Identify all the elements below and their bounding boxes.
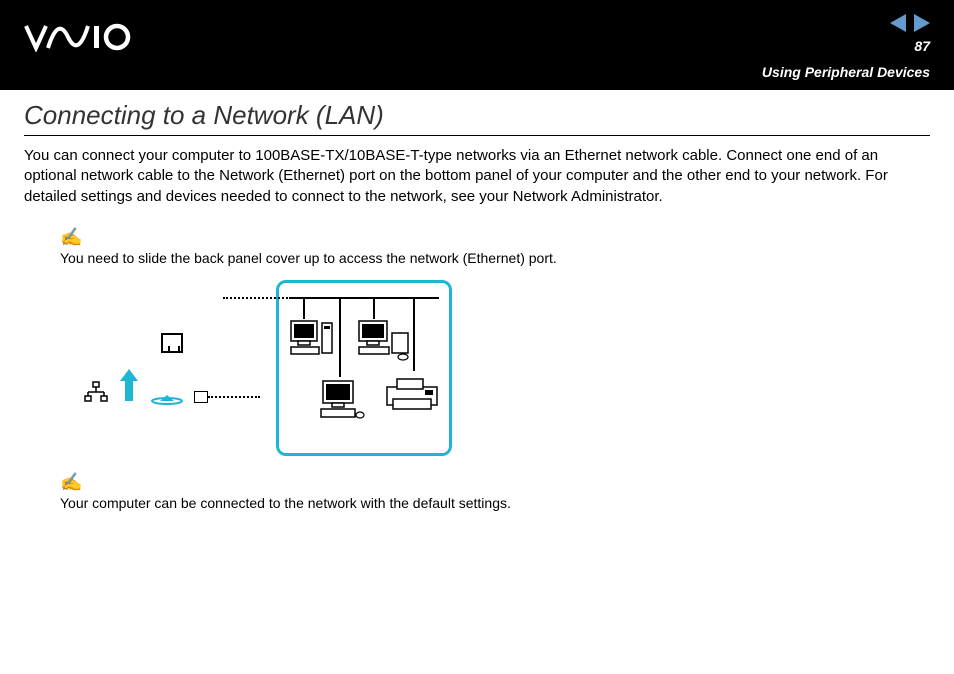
network-box xyxy=(276,280,452,456)
drop-line xyxy=(373,297,375,319)
desktop-pc-icon xyxy=(289,319,335,359)
cable-dotted xyxy=(208,396,260,398)
note-2: ✍ Your computer can be connected to the … xyxy=(60,472,930,513)
next-page-button[interactable] xyxy=(914,14,930,32)
port-side xyxy=(84,333,260,403)
section-name[interactable]: Using Peripheral Devices xyxy=(762,64,930,80)
network-diagram xyxy=(84,280,930,456)
note-2-text: Your computer can be connected to the ne… xyxy=(60,495,511,511)
cable-plug xyxy=(194,391,260,403)
header-bar: 87 Using Peripheral Devices xyxy=(0,0,954,90)
ethernet-port-icon xyxy=(161,333,183,353)
desktop-pc-icon xyxy=(315,379,365,423)
drop-line xyxy=(303,297,305,319)
desktop-pc-icon xyxy=(357,319,411,361)
printer-icon xyxy=(383,377,441,413)
page-number: 87 xyxy=(914,38,930,54)
nav-arrows xyxy=(890,14,930,32)
content-area: Connecting to a Network (LAN) You can co… xyxy=(0,90,954,513)
net-bus-solid xyxy=(289,297,439,299)
prev-page-button[interactable] xyxy=(890,14,906,32)
shadow-icon xyxy=(150,391,184,403)
note-1: ✍ You need to slide the back panel cover… xyxy=(60,227,930,268)
body-paragraph: You can connect your computer to 100BASE… xyxy=(24,146,930,207)
note-icon: ✍ xyxy=(60,472,930,493)
page-title: Connecting to a Network (LAN) xyxy=(24,100,930,131)
network-symbol-icon xyxy=(84,381,108,403)
drop-line xyxy=(339,297,341,377)
note-icon: ✍ xyxy=(60,227,930,248)
note-1-text: You need to slide the back panel cover u… xyxy=(60,250,557,266)
vaio-logo xyxy=(24,22,134,59)
arrow-up-icon xyxy=(118,367,140,403)
title-rule xyxy=(24,135,930,136)
rj45-plug-icon xyxy=(194,391,208,403)
drop-line xyxy=(413,297,415,371)
